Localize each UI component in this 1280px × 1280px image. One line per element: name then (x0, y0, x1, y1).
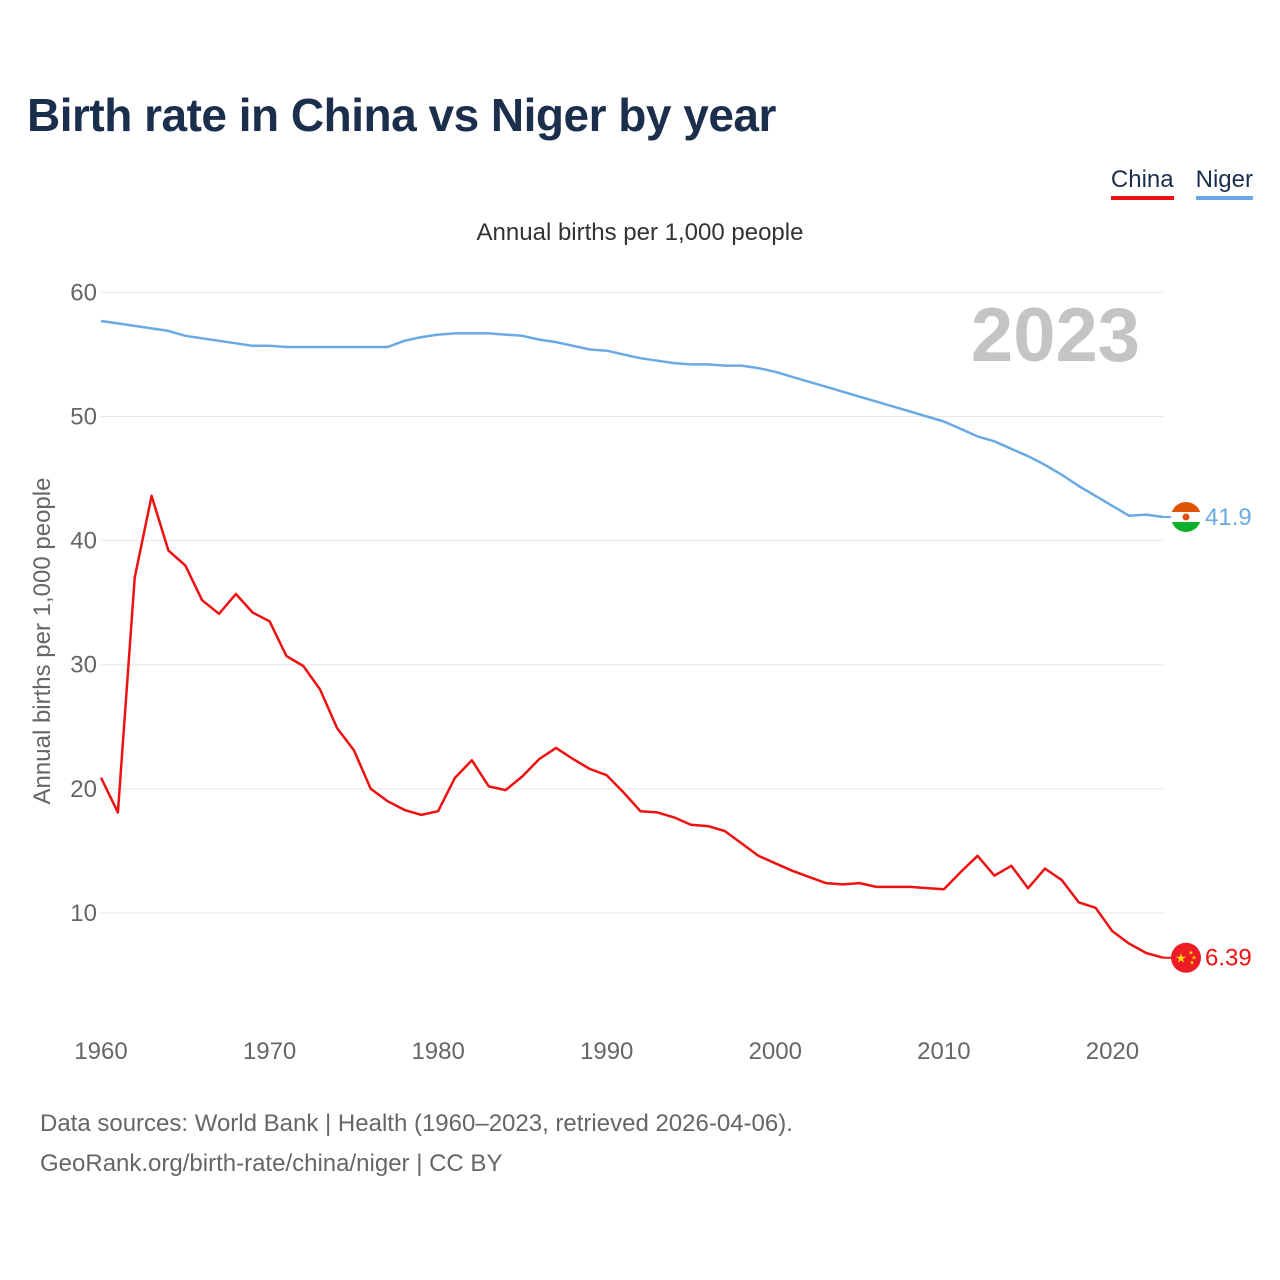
end-label-niger: 41.9 (1205, 504, 1252, 531)
svg-text:★: ★ (1191, 955, 1196, 962)
niger-flag-icon (1171, 502, 1201, 533)
china-flag-icon: ★ ★★★ (1171, 942, 1201, 973)
svg-text:★: ★ (1189, 960, 1194, 967)
line-chart: Annual births per 1,000 people 10 20 30 40 5… (29, 219, 1252, 1065)
series-lines (99, 319, 1164, 959)
svg-text:★: ★ (1188, 950, 1193, 957)
end-label-china: 6.39 (1205, 945, 1252, 972)
legend-item-niger[interactable]: Niger (1195, 166, 1253, 200)
chart-title: Birth rate in China vs Niger by year (27, 89, 776, 141)
year-watermark: 2023 (971, 293, 1140, 378)
end-marker-niger (1163, 502, 1201, 533)
series-line-china[interactable] (99, 494, 1164, 959)
x-tick-label-1960: 1960 (74, 1038, 127, 1065)
x-axis-ticks: 1960 1970 1980 1990 2000 2010 2020 (74, 1038, 1139, 1065)
end-marker-china: ★ ★★★ (1163, 942, 1201, 973)
x-tick-label-2020: 2020 (1086, 1038, 1139, 1065)
gridlines (101, 291, 1163, 914)
y-tick-label-10: 10 (70, 900, 97, 927)
series-line-niger[interactable] (100, 319, 1164, 519)
x-tick-label-1980: 1980 (411, 1038, 464, 1065)
svg-text:★: ★ (1175, 952, 1187, 967)
data-source-text: Data sources: World Bank | Health (1960–… (40, 1110, 793, 1137)
source-url-text[interactable]: GeoRank.org/birth-rate/china/niger | CC … (40, 1150, 503, 1177)
y-axis-label: Annual births per 1,000 people (29, 478, 56, 805)
x-tick-label-1990: 1990 (580, 1038, 633, 1065)
x-tick-label-1970: 1970 (243, 1038, 296, 1065)
legend-item-china[interactable]: China (1110, 166, 1174, 200)
y-tick-label-40: 40 (70, 528, 97, 555)
x-tick-label-2010: 2010 (917, 1038, 970, 1065)
y-tick-label-20: 20 (70, 776, 97, 803)
x-tick-label-2000: 2000 (749, 1038, 802, 1065)
y-axis-ticks: 10 20 30 40 50 60 (70, 279, 97, 927)
chart-subtitle: Annual births per 1,000 people (477, 219, 804, 246)
footer: Data sources: World Bank | Health (1960–… (40, 1104, 793, 1184)
y-tick-label-30: 30 (70, 652, 97, 679)
y-tick-label-60: 60 (70, 279, 97, 306)
y-tick-label-50: 50 (70, 404, 97, 431)
legend: China Niger (1110, 166, 1253, 200)
